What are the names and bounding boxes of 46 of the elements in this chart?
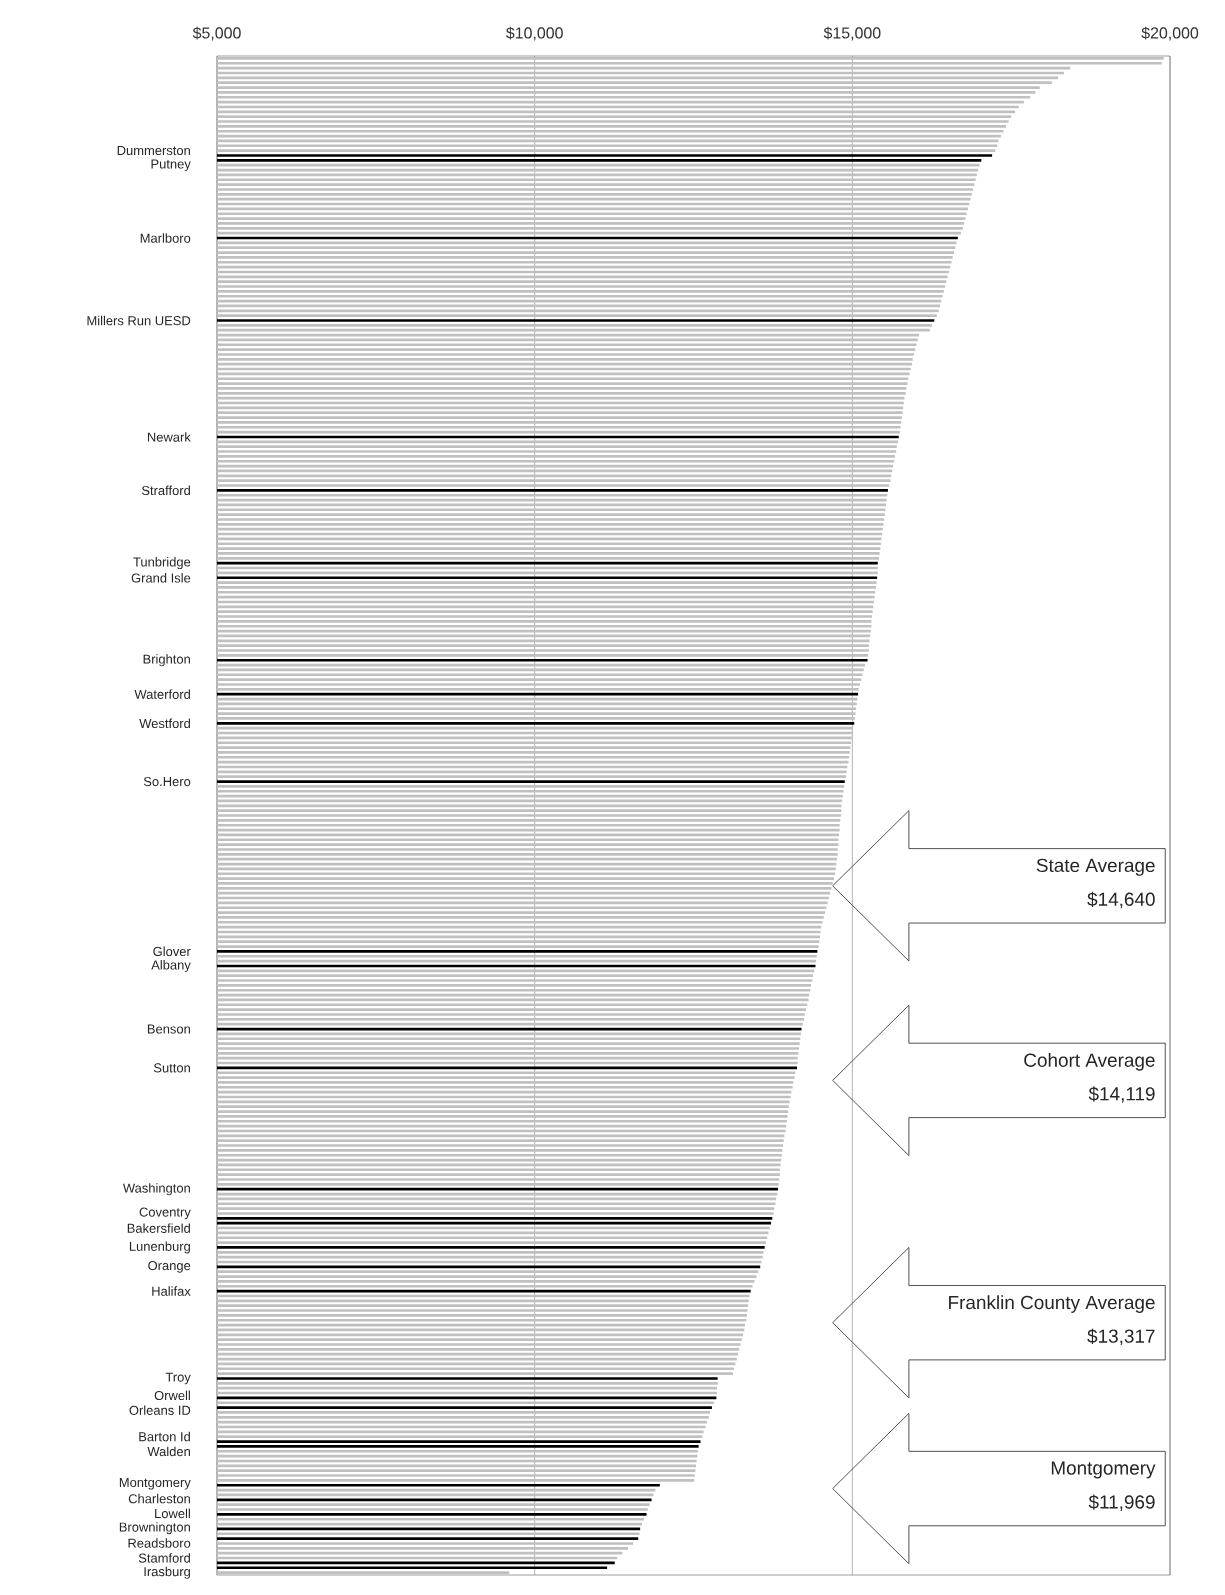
y-tick-label: Benson <box>147 1024 190 1034</box>
y-tick-label: Charleston <box>128 1493 190 1504</box>
y-tick-label: Stamford <box>138 1553 190 1563</box>
y-tick-label: Sutton <box>153 1063 190 1073</box>
y-tick-label: Brownington <box>119 1522 190 1535</box>
y-tick-label: Albany <box>151 960 191 973</box>
y-tick-label: Troy <box>165 1372 191 1385</box>
y-tick-label: Lunenburg <box>129 1241 190 1254</box>
y-tick-label: Orleans ID <box>129 1405 191 1415</box>
y-tick-label: Halifax <box>152 1286 191 1296</box>
y-tick-label: Lowell <box>155 1508 190 1519</box>
y-tick-label: Coventry <box>139 1207 191 1220</box>
y-tick-label: Orwell <box>154 1390 190 1401</box>
y-tick-label: Grand Isle <box>131 573 191 583</box>
y-tick-label: Orange <box>148 1260 191 1273</box>
y-tick-label: Newark <box>147 432 191 442</box>
y-tick-label: Tunbridge <box>133 556 191 570</box>
y-tick-label: Montgomery <box>119 1477 191 1490</box>
x-tick-label: $15,000 <box>823 26 881 41</box>
annotation: $14,119 <box>1088 1086 1155 1103</box>
y-tick-label: Strafford <box>141 485 190 496</box>
y-tick-label: Putney <box>151 159 191 172</box>
annotation: $11,969 <box>1088 1494 1155 1511</box>
x-tick-label: $20,000 <box>1141 26 1199 41</box>
y-tick-label: Barton Id <box>139 1431 190 1442</box>
y-tick-label: Irasburg <box>144 1566 190 1579</box>
y-tick-label: Readsboro <box>128 1538 191 1548</box>
annotation: State Average <box>1036 858 1155 876</box>
x-tick-label: $5,000 <box>192 26 241 41</box>
y-tick-label: Waterford <box>134 689 190 699</box>
y-tick-label: Bakersfield <box>127 1223 190 1233</box>
annotation: Montgomery <box>1051 1461 1156 1479</box>
y-tick-label: Westford <box>139 718 190 729</box>
x-tick-label: $10,000 <box>506 26 563 41</box>
annotation: Cohort Average <box>1024 1052 1155 1071</box>
y-tick-label: Glover <box>153 946 191 957</box>
y-tick-label: Millers Run UESD <box>87 315 191 326</box>
y-tick-label: Marlboro <box>140 233 191 243</box>
y-tick-label: So.Hero <box>143 776 191 787</box>
y-tick-label: Dummerston <box>117 146 190 156</box>
annotation: $14,640 <box>1087 891 1155 909</box>
annotation: $13,317 <box>1087 1328 1155 1346</box>
annotation: Franklin County Average <box>949 1295 1155 1313</box>
y-tick-label: Brighton <box>143 654 190 667</box>
y-tick-label: Walden <box>147 1446 190 1457</box>
y-tick-label: Washington <box>122 1183 190 1196</box>
